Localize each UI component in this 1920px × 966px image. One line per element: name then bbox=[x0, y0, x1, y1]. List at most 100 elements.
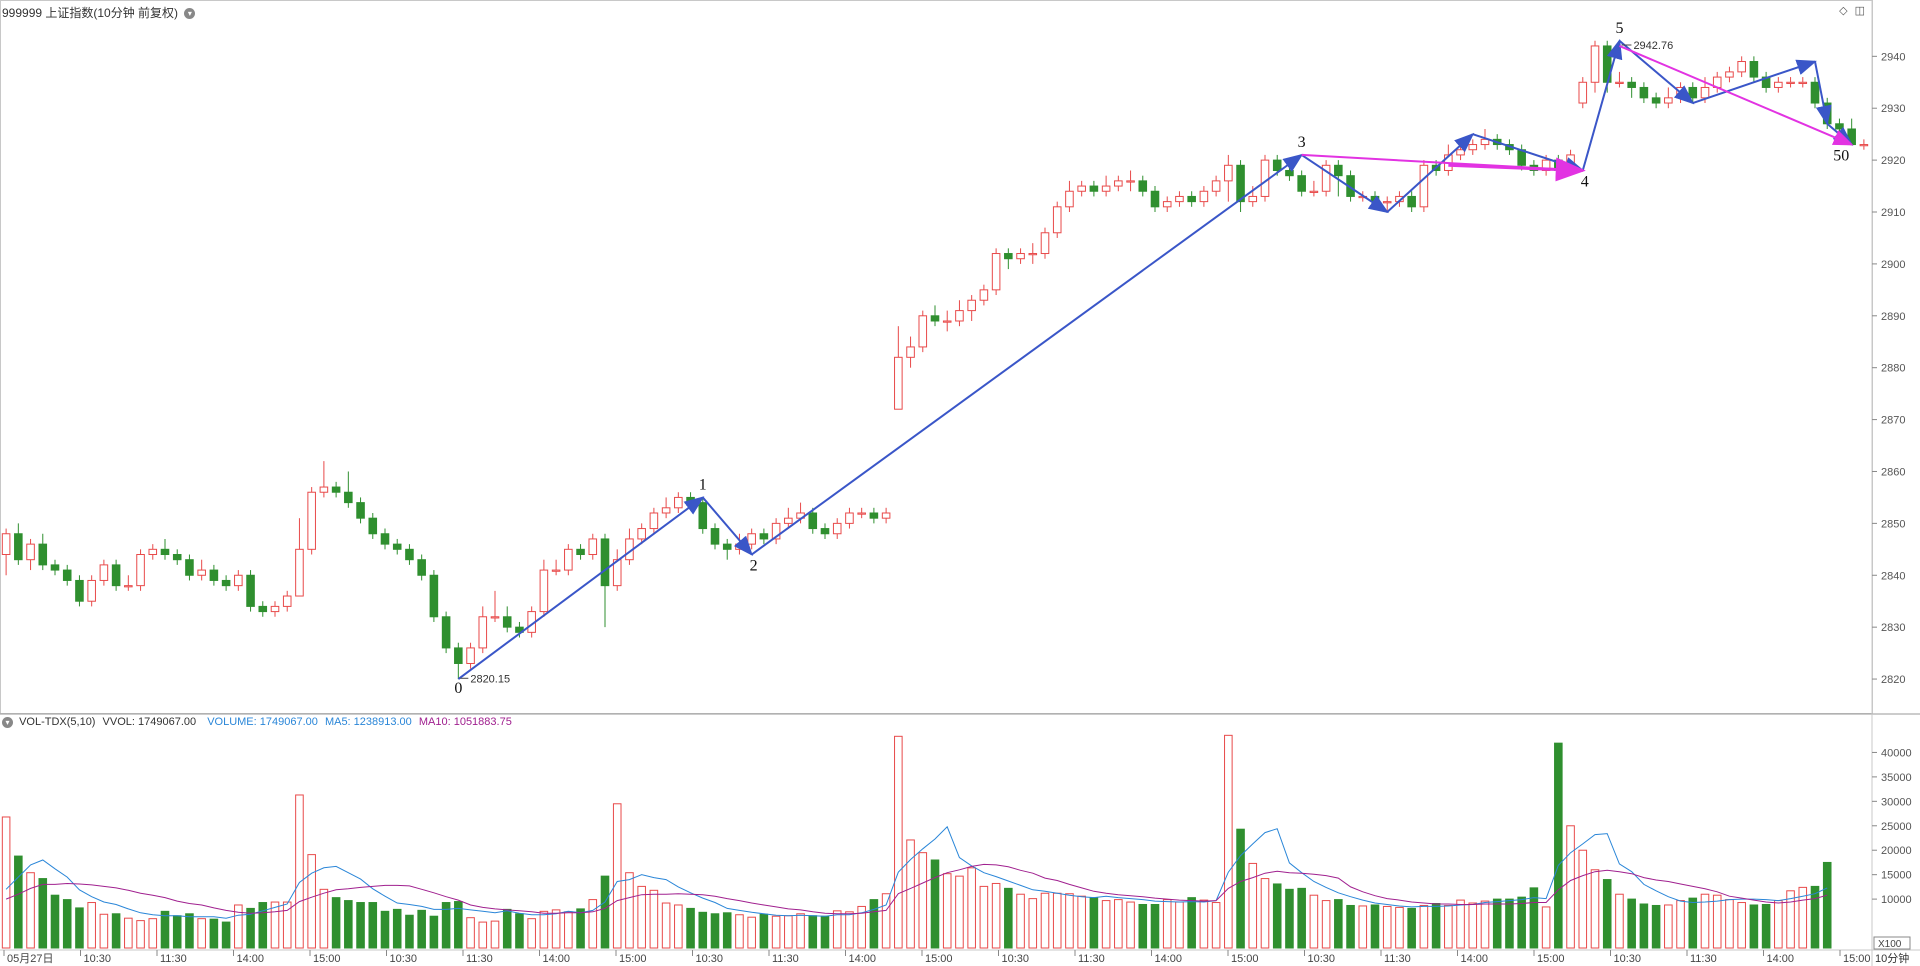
candle-body bbox=[1700, 86, 1710, 99]
candle-body bbox=[1224, 164, 1233, 182]
wave-arrow bbox=[751, 153, 1304, 556]
volume-bar bbox=[1444, 904, 1453, 949]
volume-bar bbox=[502, 908, 512, 949]
candle-body bbox=[148, 548, 158, 556]
volume-tick-label: 35000 bbox=[1881, 772, 1912, 784]
time-tick-label: 11:30 bbox=[466, 953, 493, 965]
candle-body bbox=[392, 543, 402, 550]
volume-bar bbox=[1810, 885, 1820, 949]
volume-bar bbox=[1285, 888, 1294, 949]
time-tick-label: 14:00 bbox=[1767, 953, 1795, 965]
volume-bar bbox=[1077, 895, 1086, 949]
candle-body bbox=[612, 559, 622, 587]
time-tick-label: 10:30 bbox=[1308, 953, 1336, 965]
price-tick-label: 2850 bbox=[1881, 518, 1905, 530]
volume-bar bbox=[392, 908, 402, 949]
candle-body bbox=[1370, 195, 1380, 203]
candle-body bbox=[1651, 97, 1661, 104]
volume-bar bbox=[454, 901, 463, 949]
price-tick-label: 2830 bbox=[1881, 622, 1905, 634]
candle-body bbox=[771, 522, 781, 540]
candle-body bbox=[600, 538, 610, 587]
time-tick-label: 10:30 bbox=[1614, 953, 1642, 965]
time-tick-label: 14:00 bbox=[1461, 953, 1489, 965]
dropdown-icon[interactable]: ▾ bbox=[184, 8, 196, 20]
candle-body bbox=[1627, 81, 1636, 88]
candle-body bbox=[1150, 190, 1160, 208]
volume-bar bbox=[1541, 906, 1551, 949]
panel-toggle-icon[interactable]: ◫ bbox=[1854, 5, 1865, 17]
vol-dropdown-icon[interactable]: ▾ bbox=[2, 716, 13, 728]
volume-bar bbox=[62, 899, 72, 949]
volume-tick-label: 25000 bbox=[1881, 821, 1912, 833]
candle-body bbox=[307, 491, 316, 550]
candle-body bbox=[1211, 180, 1221, 192]
candle-body bbox=[588, 538, 598, 556]
chart-title: 999999 上证指数(10分钟 前复权) bbox=[2, 6, 179, 20]
volume-bar bbox=[918, 852, 928, 949]
candle-body bbox=[710, 528, 720, 545]
volume-bar bbox=[1260, 878, 1270, 949]
volume-bar bbox=[991, 882, 1001, 949]
diamond-icon[interactable]: ◇ bbox=[1839, 5, 1848, 17]
time-tick-label: 15:00 bbox=[313, 953, 341, 965]
wave-arrow bbox=[702, 496, 753, 557]
time-tick-label: 15:00 bbox=[619, 953, 647, 965]
volume-unit-label: X100 bbox=[1878, 939, 1902, 950]
volume-bar bbox=[1688, 897, 1698, 949]
candle-body bbox=[686, 496, 695, 504]
candle-body bbox=[197, 569, 206, 576]
volume-unit-box bbox=[1873, 936, 1911, 950]
low-price-label: 2820.15 bbox=[470, 673, 510, 685]
candle-body bbox=[637, 528, 646, 540]
volume-tick-label: 10000 bbox=[1881, 894, 1912, 906]
volume-bar bbox=[784, 915, 793, 949]
candle-body bbox=[832, 522, 842, 535]
volume-bar bbox=[1651, 904, 1661, 949]
volume-bar bbox=[979, 885, 989, 949]
volume-bar bbox=[796, 913, 805, 949]
candle-body bbox=[967, 299, 976, 312]
volume-bar bbox=[1505, 898, 1514, 949]
volume-bar bbox=[1321, 900, 1331, 949]
candle-body bbox=[1480, 138, 1490, 146]
volume-bar bbox=[881, 893, 891, 949]
volume-bar bbox=[1150, 903, 1160, 949]
ma5-line bbox=[5, 825, 1828, 919]
price-tick-label: 2870 bbox=[1881, 415, 1905, 427]
volume-tick-label: 20000 bbox=[1881, 845, 1912, 857]
candle-body bbox=[1578, 81, 1588, 104]
volume-bar bbox=[1468, 902, 1478, 949]
candle-body bbox=[1688, 86, 1698, 99]
volume-bar bbox=[1774, 900, 1783, 949]
candle-body bbox=[1187, 195, 1196, 203]
ma10-line bbox=[5, 863, 1828, 915]
volume-bar bbox=[478, 921, 488, 949]
volume-bar bbox=[1712, 894, 1722, 949]
candle-body bbox=[1309, 190, 1319, 193]
candle-body bbox=[234, 574, 243, 587]
candle-body bbox=[454, 647, 463, 664]
wave-arrow bbox=[1581, 38, 1623, 171]
candle-body bbox=[735, 543, 744, 550]
vol-indicator-name[interactable]: VOL-TDX(5,10) bbox=[19, 716, 96, 728]
candle-body bbox=[1028, 253, 1038, 256]
candle-body bbox=[1114, 180, 1123, 187]
volume-bar bbox=[1065, 893, 1074, 949]
volume-bar bbox=[1725, 899, 1734, 949]
volume-bar bbox=[612, 803, 622, 949]
trend-arrow bbox=[1448, 157, 1586, 182]
volume-bar bbox=[637, 885, 646, 949]
volume-bar bbox=[894, 735, 903, 949]
time-tick-label: 11:30 bbox=[1384, 953, 1411, 965]
volume-bar bbox=[490, 920, 500, 949]
volume-bar bbox=[832, 910, 842, 949]
volume-bar bbox=[1798, 886, 1808, 949]
volume-bar bbox=[87, 902, 96, 949]
candle-body bbox=[1065, 190, 1074, 208]
candle-body bbox=[955, 310, 964, 322]
volume-bar bbox=[930, 859, 940, 949]
volume-bar bbox=[686, 907, 695, 949]
wave-label: 0 bbox=[454, 680, 462, 697]
